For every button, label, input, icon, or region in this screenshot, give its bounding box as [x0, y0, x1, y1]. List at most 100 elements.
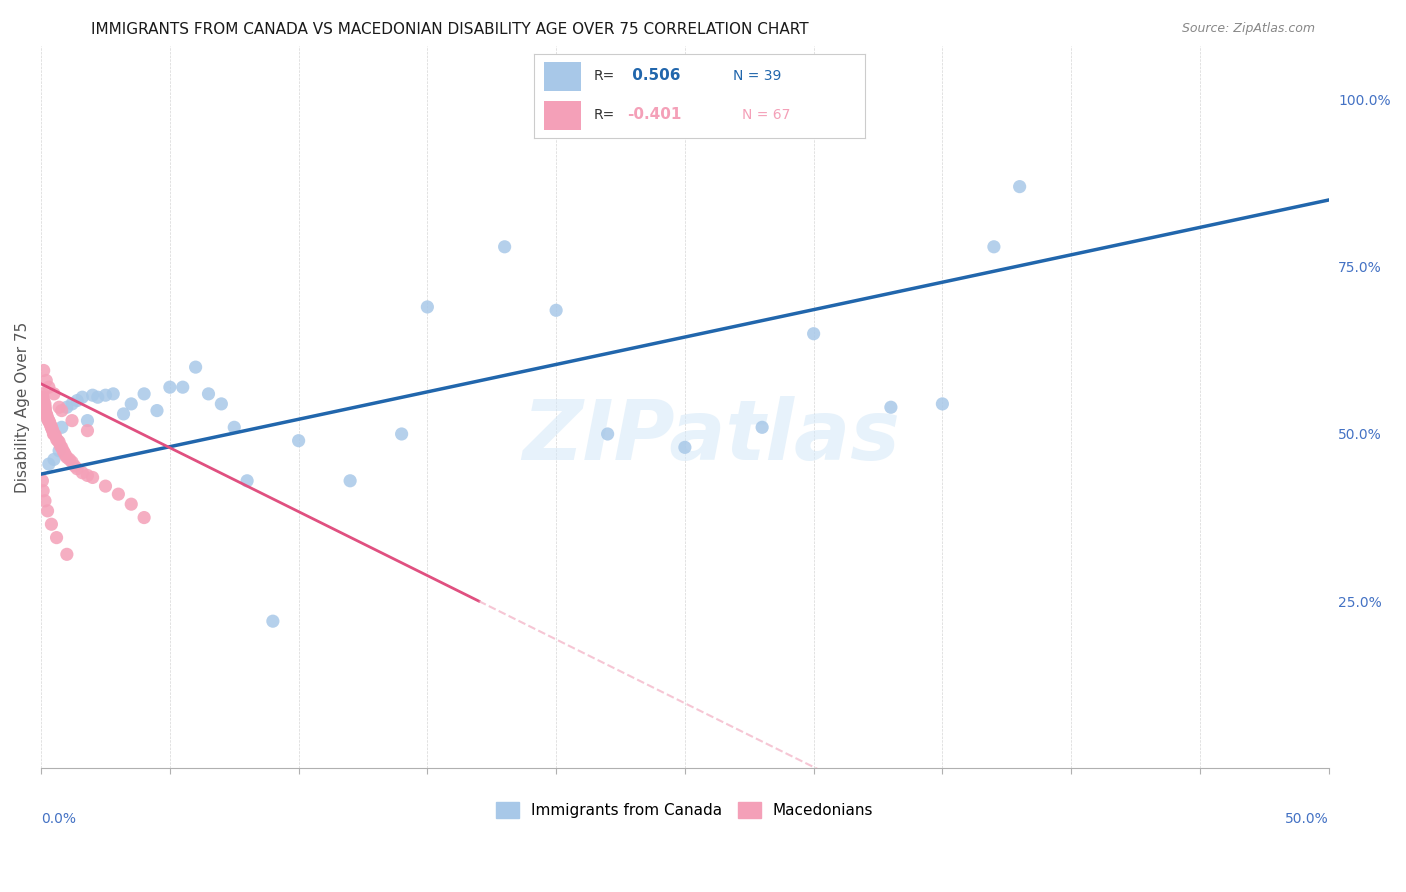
- Point: [51, 403, 73, 417]
- Point: [120, 497, 142, 511]
- Point: [32, 397, 55, 411]
- Point: [32, 399, 55, 413]
- Point: [31, 401, 53, 415]
- Point: [34, 401, 56, 415]
- Point: [58, 452, 80, 467]
- Point: [1008, 179, 1031, 194]
- Point: [339, 474, 361, 488]
- Point: [262, 614, 284, 628]
- Point: [34, 397, 56, 411]
- Point: [37, 410, 59, 425]
- Point: [37, 414, 59, 428]
- Point: [35, 409, 58, 423]
- Text: ZIPatlas: ZIPatlas: [522, 396, 900, 476]
- Point: [55, 449, 77, 463]
- Text: N = 67: N = 67: [742, 108, 790, 122]
- Point: [94, 479, 117, 493]
- Point: [56, 547, 79, 561]
- Text: N = 39: N = 39: [733, 69, 780, 83]
- Point: [31, 395, 53, 409]
- Point: [391, 427, 413, 442]
- Point: [31, 397, 53, 411]
- Point: [42, 452, 65, 467]
- Point: [51, 441, 73, 455]
- Point: [38, 414, 60, 428]
- Point: [224, 420, 246, 434]
- Point: [48, 435, 70, 450]
- Point: [60, 414, 83, 428]
- Point: [46, 434, 69, 448]
- Text: 50.0%: 50.0%: [1285, 812, 1329, 826]
- Point: [60, 455, 83, 469]
- Point: [76, 414, 98, 428]
- Point: [42, 387, 65, 401]
- Point: [48, 443, 70, 458]
- Legend: Immigrants from Canada, Macedonians: Immigrants from Canada, Macedonians: [491, 796, 880, 824]
- Point: [34, 493, 56, 508]
- Point: [39, 417, 62, 431]
- Point: [35, 407, 58, 421]
- Point: [66, 393, 89, 408]
- Point: [37, 504, 59, 518]
- Point: [931, 397, 953, 411]
- Point: [494, 240, 516, 254]
- Point: [41, 424, 63, 438]
- Point: [31, 474, 53, 488]
- Point: [803, 326, 825, 341]
- Point: [34, 403, 56, 417]
- Point: [44, 428, 66, 442]
- FancyBboxPatch shape: [544, 62, 581, 91]
- Point: [38, 380, 60, 394]
- Point: [32, 397, 55, 411]
- Text: R=: R=: [593, 69, 614, 83]
- Text: IMMIGRANTS FROM CANADA VS MACEDONIAN DISABILITY AGE OVER 75 CORRELATION CHART: IMMIGRANTS FROM CANADA VS MACEDONIAN DIS…: [91, 22, 808, 37]
- Point: [41, 420, 63, 434]
- Point: [416, 300, 439, 314]
- Point: [42, 427, 65, 442]
- Point: [31, 387, 53, 401]
- Point: [56, 450, 79, 465]
- Point: [41, 517, 63, 532]
- Point: [48, 401, 70, 415]
- Point: [172, 380, 194, 394]
- Point: [38, 415, 60, 429]
- Point: [32, 393, 55, 408]
- Point: [35, 374, 58, 388]
- Text: R=: R=: [593, 108, 614, 122]
- Point: [983, 240, 1005, 254]
- Point: [751, 420, 773, 434]
- Text: 0.0%: 0.0%: [41, 812, 76, 826]
- Text: -0.401: -0.401: [627, 107, 681, 122]
- Point: [41, 422, 63, 436]
- Point: [76, 468, 98, 483]
- Point: [38, 457, 60, 471]
- Point: [159, 380, 181, 394]
- Point: [132, 387, 155, 401]
- Point: [45, 531, 67, 545]
- Point: [120, 397, 142, 411]
- Point: [34, 401, 56, 415]
- Point: [132, 510, 155, 524]
- Point: [32, 390, 55, 404]
- Point: [197, 387, 219, 401]
- Y-axis label: Disability Age Over 75: Disability Age Over 75: [15, 322, 30, 493]
- Point: [72, 390, 94, 404]
- Point: [72, 466, 94, 480]
- Point: [56, 401, 79, 415]
- Point: [60, 397, 83, 411]
- Text: 0.506: 0.506: [627, 69, 681, 84]
- Point: [52, 443, 75, 458]
- Point: [32, 395, 55, 409]
- Point: [673, 441, 696, 455]
- Point: [880, 401, 903, 415]
- Point: [49, 439, 72, 453]
- Point: [94, 388, 117, 402]
- Point: [51, 420, 73, 434]
- Point: [287, 434, 309, 448]
- Point: [63, 459, 86, 474]
- Point: [76, 424, 98, 438]
- Point: [35, 407, 58, 421]
- Point: [42, 427, 65, 442]
- Point: [184, 360, 207, 375]
- Text: Source: ZipAtlas.com: Source: ZipAtlas.com: [1181, 22, 1315, 36]
